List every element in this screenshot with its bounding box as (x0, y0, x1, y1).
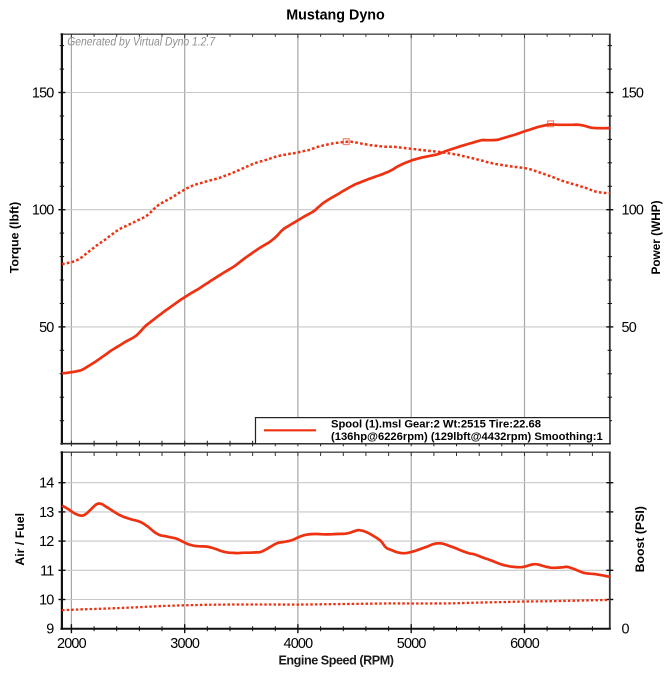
svg-text:Boost (PSI): Boost (PSI) (633, 506, 647, 572)
svg-text:50: 50 (39, 320, 54, 336)
svg-text:4000: 4000 (283, 636, 313, 652)
svg-text:3000: 3000 (170, 636, 200, 652)
svg-text:6000: 6000 (510, 636, 540, 652)
svg-text:9: 9 (46, 622, 54, 638)
svg-text:13: 13 (39, 505, 54, 521)
svg-text:Power (WHP): Power (WHP) (649, 200, 663, 274)
svg-text:Torque (lbft): Torque (lbft) (8, 202, 22, 273)
svg-text:11: 11 (40, 563, 54, 579)
svg-text:0: 0 (622, 622, 630, 638)
svg-text:14: 14 (39, 476, 54, 492)
svg-text:12: 12 (39, 534, 54, 550)
svg-text:50: 50 (622, 320, 637, 336)
svg-text:Mustang Dyno: Mustang Dyno (286, 8, 385, 24)
svg-text:150: 150 (32, 86, 54, 102)
svg-text:(136hp@6226rpm) (129lbft@4432r: (136hp@6226rpm) (129lbft@4432rpm) Smooth… (331, 431, 603, 443)
svg-text:2000: 2000 (57, 636, 87, 652)
svg-text:100: 100 (32, 203, 54, 219)
svg-text:Air / Fuel: Air / Fuel (13, 513, 27, 566)
svg-text:100: 100 (622, 203, 644, 219)
svg-text:10: 10 (39, 593, 54, 609)
svg-text:Spool (1).msl Gear:2 Wt:2515 T: Spool (1).msl Gear:2 Wt:2515 Tire:22.68 (331, 418, 541, 430)
svg-text:5000: 5000 (397, 636, 427, 652)
svg-text:Generated by Virtual Dyno 1.2.: Generated by Virtual Dyno 1.2.7 (67, 36, 216, 49)
svg-text:Engine Speed (RPM): Engine Speed (RPM) (278, 653, 393, 667)
svg-text:150: 150 (622, 86, 644, 102)
